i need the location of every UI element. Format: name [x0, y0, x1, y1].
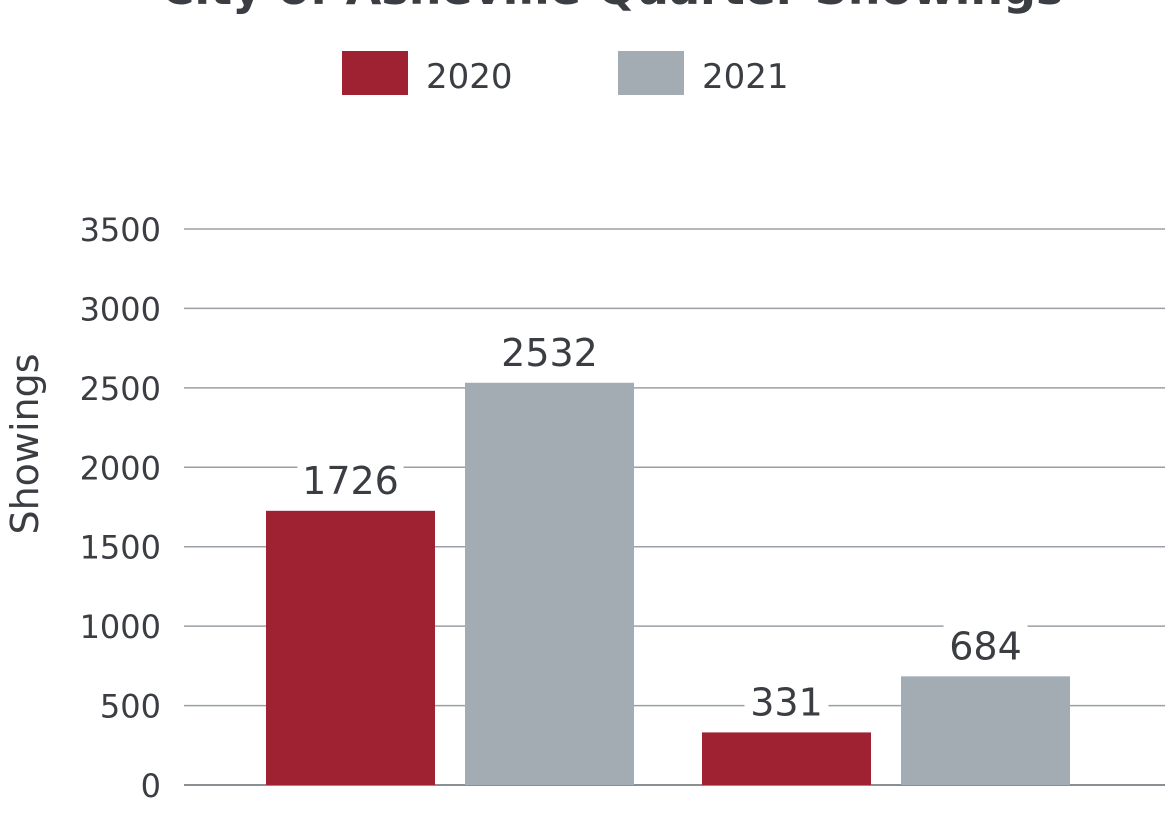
value-labels: 1726 331 2532 684	[297, 329, 1028, 724]
legend-swatch-2020	[342, 51, 408, 95]
bar-2020-1	[702, 732, 871, 785]
y-tick-label: 3000	[80, 290, 161, 328]
value-label-2020-1: 331	[750, 680, 823, 724]
bar-2021-0	[465, 382, 634, 785]
legend-swatch-2021	[618, 51, 684, 95]
value-label-bg	[943, 623, 1028, 668]
chart-title: City of Asheville Quarter Showings	[161, 0, 1064, 15]
y-tick-label: 500	[100, 688, 161, 726]
value-label-bg	[744, 679, 829, 724]
value-label-2020-0: 1726	[302, 459, 399, 503]
legend-label-2021: 2021	[702, 57, 789, 97]
y-axis-label: Showings	[3, 353, 47, 534]
bars	[266, 382, 1070, 785]
value-label-bg	[496, 329, 603, 374]
value-label-bg	[297, 457, 404, 502]
legend-label-2020: 2020	[426, 57, 513, 97]
y-tick-label: 0	[141, 767, 161, 805]
bar-2020-0	[266, 510, 435, 785]
y-tick-label: 2000	[80, 449, 161, 487]
legend: 2020 2021	[342, 51, 789, 97]
y-tick-label: 1500	[80, 529, 161, 567]
value-label-2021-0: 2532	[501, 331, 598, 375]
value-label-2021-1: 684	[949, 624, 1022, 668]
y-tick-label: 1000	[80, 608, 161, 646]
y-tick-label: 2500	[80, 370, 161, 408]
y-tick-label: 3500	[80, 211, 161, 249]
bar-2021-1	[901, 676, 1070, 785]
y-axis-ticks: 0 500 1000 1500 2000 2500 3000 3500	[80, 211, 161, 805]
